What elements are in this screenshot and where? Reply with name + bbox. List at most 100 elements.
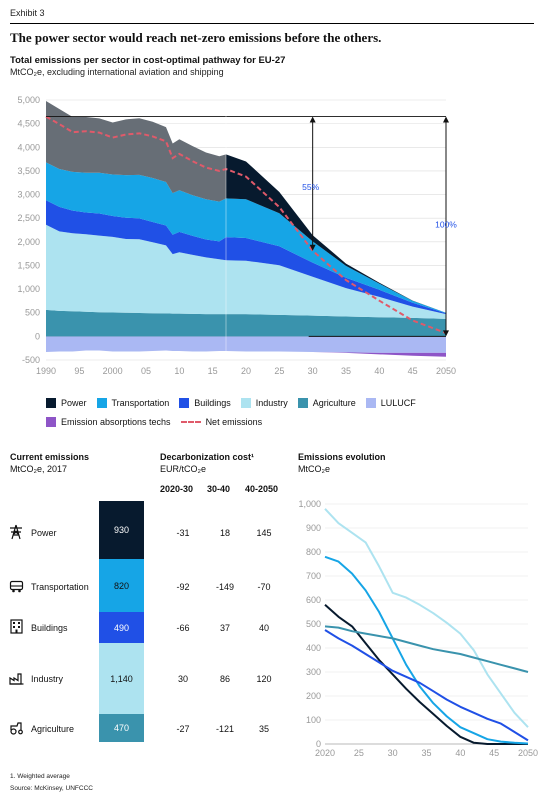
- row-label-agriculture: Agriculture: [31, 724, 75, 734]
- evo-x-tick-label: 40: [455, 748, 465, 758]
- legend-swatch-net: [180, 421, 201, 423]
- cost-cell: -66: [176, 623, 190, 633]
- emissions-evolution-chart: 0 100 200 300 400 500 600 700 800 900 1,000 2020 25 3…: [298, 499, 538, 758]
- cost-cell: -27: [176, 724, 190, 734]
- legend-item-power: Power: [46, 398, 87, 408]
- evo-y-tick-label: 200: [306, 691, 321, 701]
- arrow-100-head-up: [443, 116, 449, 123]
- legend-label-lulucf: LULUCF: [380, 398, 416, 408]
- y-tick-label: 2,500: [17, 213, 40, 223]
- evo-y-tick-label: 700: [306, 571, 321, 581]
- x-tick-label: 15: [208, 366, 218, 376]
- cost-cell: -31: [176, 528, 190, 538]
- legend-swatch-agriculture: [297, 398, 308, 408]
- evo-y-tick-label: 400: [306, 643, 321, 653]
- factory-icon: [9, 673, 24, 685]
- building-icon: [10, 619, 23, 634]
- cost-cell: 37: [219, 623, 230, 633]
- evolution-subtitle: MtCO₂e: [298, 464, 330, 474]
- chart-legend: Power Transportation Buildings Industry …: [46, 396, 486, 434]
- current-block-industry: 1,140: [99, 643, 144, 714]
- annotation-100: 100%: [435, 220, 457, 230]
- legend-item-transportation: Transportation: [96, 398, 170, 408]
- legend-item-lulucf: LULUCF: [365, 398, 416, 408]
- arrow-100-head-down: [443, 330, 449, 337]
- evo-x-tick-label: 25: [354, 748, 364, 758]
- evo-line-agriculture: [324, 625, 529, 673]
- legend-item-buildings: Buildings: [179, 398, 231, 408]
- x-tick-label: 30: [308, 366, 318, 376]
- cost-cell: -121: [215, 724, 234, 734]
- area-buildings-projection: [226, 237, 446, 315]
- legend-swatch-buildings: [179, 398, 190, 408]
- header-rule: [10, 23, 534, 24]
- area-lulucf: [46, 336, 446, 353]
- net-emissions-line: [45, 115, 447, 334]
- row-label-transportation: Transportation: [31, 582, 89, 592]
- evo-y-tick-label: 900: [306, 523, 321, 533]
- row-label-power: Power: [31, 528, 57, 538]
- x-tick-label: 45: [408, 366, 418, 376]
- cost-cell: -70: [257, 582, 271, 592]
- y-tick-label: 1,500: [17, 260, 40, 270]
- x-tick-label: 1990: [36, 366, 56, 376]
- area-industry-history: [46, 224, 226, 315]
- area-transportation-projection: [226, 198, 446, 314]
- legend-item-agriculture: Agriculture: [297, 398, 356, 408]
- tractor-icon: [10, 722, 23, 735]
- legend-item-industry: Industry: [240, 398, 288, 408]
- current-value-power: 930: [113, 525, 130, 535]
- current-value-agriculture: 470: [113, 723, 130, 733]
- evo-x-tick-label: 45: [489, 748, 499, 758]
- exhibit-label: Exhibit 3: [10, 8, 45, 18]
- cost-cell: 120: [256, 674, 272, 684]
- y-tick-label: -500: [22, 355, 40, 365]
- x-tick-label: 05: [141, 366, 151, 376]
- cost-subtitle: EUR/tCO₂e: [160, 464, 207, 474]
- legend-swatch-lulucf: [365, 398, 376, 408]
- evo-line-transportation: [324, 555, 529, 745]
- legend-item-net: Net emissions: [180, 417, 262, 427]
- legend-item-absorption: Emission absorptions techs: [46, 417, 171, 427]
- footnote-source: Source: McKinsey, UNFCCC: [10, 785, 93, 792]
- evo-y-tick-label: 600: [306, 595, 321, 605]
- current-emissions-subtitle: MtCO₂e, 2017: [10, 464, 68, 474]
- evo-y-tick-label: 0: [316, 739, 321, 749]
- car-icon: [9, 580, 24, 593]
- current-block-buildings: 490: [99, 612, 144, 643]
- cost-cell: 35: [258, 724, 269, 734]
- legend-label-buildings: Buildings: [194, 398, 231, 408]
- current-value-transportation: 820: [113, 580, 130, 591]
- area-agriculture-history: [46, 309, 226, 337]
- evo-x-tick-label: 2020: [315, 748, 335, 758]
- x-tick-label: 35: [341, 366, 351, 376]
- x-tick-label: 95: [74, 366, 84, 376]
- area-buildings-history: [46, 200, 226, 261]
- row-label-industry: Industry: [31, 674, 64, 684]
- x-tick-label: 20: [241, 366, 251, 376]
- cost-col-40-2050: 40-2050: [245, 484, 279, 494]
- x-tick-label: 2000: [103, 366, 123, 376]
- annotation-55: 55%: [302, 182, 319, 192]
- y-tick-label: 1,000: [17, 284, 40, 294]
- row-label-buildings: Buildings: [31, 623, 68, 633]
- cost-col-30-40: 30-40: [207, 484, 231, 494]
- evo-x-tick-label: 35: [421, 748, 431, 758]
- evo-x-tick-label: 2050: [518, 748, 538, 758]
- y-tick-label: 2,000: [17, 237, 40, 247]
- evo-y-tick-label: 500: [306, 619, 321, 629]
- legend-swatch-transportation: [96, 398, 107, 408]
- legend-swatch-absorption: [46, 417, 56, 427]
- current-value-industry: 1,140: [110, 673, 133, 684]
- cost-title: Decarbonization cost¹: [160, 452, 255, 462]
- current-value-buildings: 490: [113, 622, 130, 633]
- evo-line-power: [324, 604, 528, 745]
- x-tick-label: 40: [374, 366, 384, 376]
- current-emissions-title: Current emissions: [10, 452, 90, 462]
- evo-line-industry: [324, 508, 529, 728]
- evo-y-tick-label: 800: [306, 547, 321, 557]
- headline: The power sector would reach net-zero em…: [10, 30, 382, 45]
- y-tick-label: 4,500: [17, 119, 40, 129]
- legend-label-transportation: Transportation: [111, 398, 170, 408]
- y-tick-label: 3,000: [17, 190, 40, 200]
